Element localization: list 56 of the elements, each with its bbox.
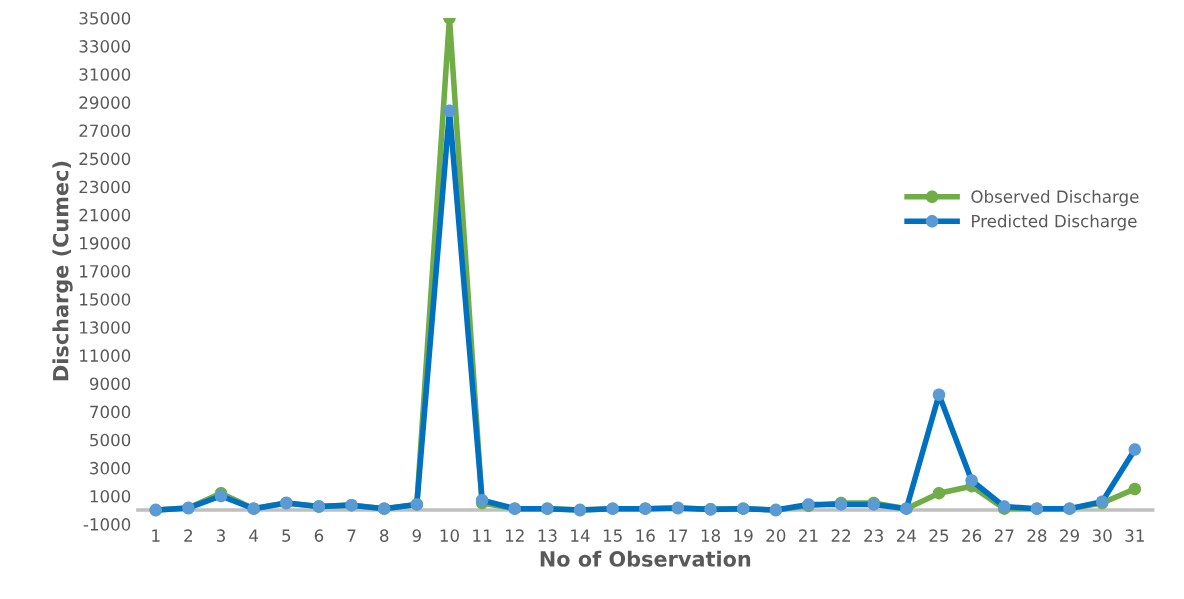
x-tick-label: 11: [473, 529, 492, 542]
x-tick-label: 5: [282, 529, 291, 542]
x-tick-label: 1: [152, 529, 160, 542]
x-tick-label: 14: [571, 529, 590, 542]
y-tick-label: 17000: [80, 265, 131, 278]
x-tick-label: 9: [412, 529, 421, 542]
y-tick-label: 29000: [79, 96, 131, 109]
x-tick-label: 26: [962, 529, 982, 542]
legend-label: Observed Discharge: [971, 190, 1139, 207]
legend-label: Predicted Discharge: [972, 214, 1137, 231]
x-tick-label: 13: [538, 529, 557, 542]
x-tick-label: 15: [603, 529, 622, 542]
x-tick-label: 24: [896, 529, 917, 542]
x-axis-title: No of Observation: [540, 550, 751, 567]
x-tick-label: 19: [734, 529, 753, 542]
y-tick-label: 33000: [79, 40, 131, 53]
x-tick-label: 7: [347, 529, 356, 542]
y-tick-label: 19000: [80, 236, 131, 250]
x-tick-label: 3: [216, 529, 225, 542]
y-tick-label: 5000: [90, 433, 131, 447]
x-tick-label: 27: [994, 529, 1014, 542]
y-tick-label: 13000: [80, 321, 131, 334]
y-tick-label: 35000: [79, 11, 131, 25]
y-tick-label: -1000: [83, 518, 131, 531]
y-tick-label: 7000: [90, 405, 131, 419]
x-tick-label: 21: [799, 529, 818, 542]
y-tick-label: 21000: [79, 208, 131, 222]
point: [1128, 482, 1142, 496]
y-tick-label: 25000: [79, 152, 131, 166]
x-tick-label: 22: [831, 529, 851, 542]
y-tick-label: 3000: [90, 461, 131, 475]
y-tick-label: 31000: [79, 68, 131, 81]
x-tick-label: 12: [505, 529, 524, 542]
x-tick-label: 8: [380, 529, 389, 542]
x-tick-label: 28: [1027, 529, 1047, 542]
x-tick-label: 17: [669, 529, 688, 542]
point: [932, 486, 946, 500]
x-tick-label: 20: [766, 529, 786, 542]
x-tick-label: 10: [440, 529, 459, 542]
x-tick-label: 18: [701, 529, 721, 542]
x-tick-label: 4: [249, 529, 259, 542]
y-tick-label: 27000: [79, 124, 131, 138]
y-tick-label: 1000: [90, 489, 131, 503]
x-tick-label: 29: [1060, 529, 1079, 542]
x-tick-label: 25: [929, 529, 949, 542]
x-tick-label: 30: [1092, 529, 1112, 542]
y-tick-label: 15000: [80, 293, 131, 306]
y-tick-label: 23000: [79, 180, 131, 194]
y-tick-label: 11000: [80, 349, 131, 362]
x-tick-label: 31: [1125, 529, 1144, 542]
x-tick-label: 16: [636, 529, 655, 542]
x-tick-label: 2: [184, 529, 193, 542]
y-axis-title: Discharge (Cumec): [52, 161, 73, 381]
x-tick-label: 6: [314, 529, 324, 542]
y-tick-label: 9000: [89, 377, 131, 391]
x-tick-label: 23: [864, 529, 883, 542]
